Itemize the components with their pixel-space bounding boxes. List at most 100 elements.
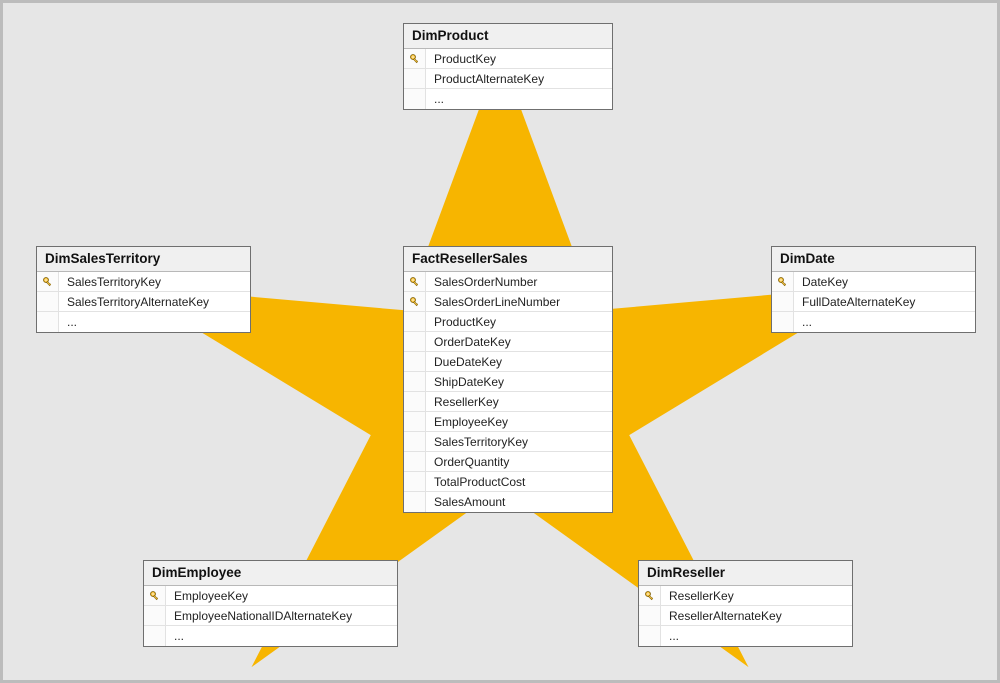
column-label: ... [794, 312, 975, 332]
table-row[interactable]: ResellerKey [404, 392, 612, 412]
row-icon-cell [772, 312, 794, 332]
column-label: ... [426, 89, 612, 109]
table-row[interactable]: ResellerAlternateKey [639, 606, 852, 626]
table-row[interactable]: SalesTerritoryAlternateKey [37, 292, 250, 312]
column-label: OrderDateKey [426, 332, 612, 352]
column-label: ResellerKey [426, 392, 612, 412]
table-row[interactable]: SalesOrderNumber [404, 272, 612, 292]
table-row[interactable]: ProductKey [404, 49, 612, 69]
row-icon-cell [37, 292, 59, 311]
table-row[interactable]: ... [144, 626, 397, 646]
row-icon-cell [404, 272, 426, 291]
column-label: SalesTerritoryKey [426, 432, 612, 452]
primary-key-icon [149, 590, 161, 602]
table-body: DateKeyFullDateAlternateKey... [772, 272, 975, 332]
column-label: ProductKey [426, 49, 612, 69]
row-icon-cell [404, 89, 426, 109]
primary-key-icon [409, 296, 421, 308]
table-fact-reseller-sales[interactable]: FactResellerSales SalesOrderNumber Sales… [403, 246, 613, 513]
row-icon-cell [144, 626, 166, 646]
row-icon-cell [404, 432, 426, 451]
column-label: EmployeeNationalIDAlternateKey [166, 606, 397, 626]
row-icon-cell [404, 312, 426, 331]
row-icon-cell [639, 606, 661, 625]
table-title: DimReseller [647, 565, 725, 580]
column-label: ProductKey [426, 312, 612, 332]
table-title: DimSalesTerritory [45, 251, 160, 266]
row-icon-cell [639, 626, 661, 646]
table-row[interactable]: ProductKey [404, 312, 612, 332]
table-row[interactable]: EmployeeNationalIDAlternateKey [144, 606, 397, 626]
table-row[interactable]: TotalProductCost [404, 472, 612, 492]
column-label: SalesOrderLineNumber [426, 292, 612, 312]
table-header: DimDate [772, 247, 975, 272]
row-icon-cell [404, 392, 426, 411]
table-row[interactable]: ... [772, 312, 975, 332]
table-row[interactable]: SalesTerritoryKey [37, 272, 250, 292]
column-label: SalesAmount [426, 492, 612, 512]
row-icon-cell [772, 272, 794, 291]
primary-key-icon [644, 590, 656, 602]
table-row[interactable]: SalesTerritoryKey [404, 432, 612, 452]
table-dim-employee[interactable]: DimEmployee EmployeeKeyEmployeeNationalI… [143, 560, 398, 647]
column-label: SalesTerritoryKey [59, 272, 250, 292]
table-header: DimEmployee [144, 561, 397, 586]
row-icon-cell [404, 352, 426, 371]
primary-key-icon [777, 276, 789, 288]
column-label: ResellerKey [661, 586, 852, 606]
row-icon-cell [404, 332, 426, 351]
column-label: ... [59, 312, 250, 332]
row-icon-cell [144, 586, 166, 605]
column-label: TotalProductCost [426, 472, 612, 492]
table-row[interactable]: ProductAlternateKey [404, 69, 612, 89]
table-row[interactable]: SalesAmount [404, 492, 612, 512]
table-title: DimDate [780, 251, 835, 266]
column-label: OrderQuantity [426, 452, 612, 472]
row-icon-cell [404, 472, 426, 491]
row-icon-cell [144, 606, 166, 625]
table-header: DimReseller [639, 561, 852, 586]
table-row[interactable]: ... [639, 626, 852, 646]
column-label: DueDateKey [426, 352, 612, 372]
table-row[interactable]: OrderDateKey [404, 332, 612, 352]
table-body: EmployeeKeyEmployeeNationalIDAlternateKe… [144, 586, 397, 646]
column-label: SalesOrderNumber [426, 272, 612, 292]
table-body: ResellerKeyResellerAlternateKey... [639, 586, 852, 646]
row-icon-cell [37, 272, 59, 291]
row-icon-cell [404, 292, 426, 311]
table-header: DimSalesTerritory [37, 247, 250, 272]
table-row[interactable]: ... [404, 89, 612, 109]
row-icon-cell [404, 69, 426, 88]
table-dim-reseller[interactable]: DimReseller ResellerKeyResellerAlternate… [638, 560, 853, 647]
table-row[interactable]: ResellerKey [639, 586, 852, 606]
table-row[interactable]: ShipDateKey [404, 372, 612, 392]
primary-key-icon [409, 276, 421, 288]
row-icon-cell [639, 586, 661, 605]
column-label: ProductAlternateKey [426, 69, 612, 89]
table-row[interactable]: SalesOrderLineNumber [404, 292, 612, 312]
table-row[interactable]: DateKey [772, 272, 975, 292]
table-dim-sales-territory[interactable]: DimSalesTerritory SalesTerritoryKeySales… [36, 246, 251, 333]
column-label: DateKey [794, 272, 975, 292]
table-row[interactable]: EmployeeKey [144, 586, 397, 606]
table-dim-date[interactable]: DimDate DateKeyFullDateAlternateKey... [771, 246, 976, 333]
primary-key-icon [409, 53, 421, 65]
table-header: FactResellerSales [404, 247, 612, 272]
row-icon-cell [37, 312, 59, 332]
table-row[interactable]: OrderQuantity [404, 452, 612, 472]
column-label: ... [661, 626, 852, 646]
table-row[interactable]: FullDateAlternateKey [772, 292, 975, 312]
column-label: ... [166, 626, 397, 646]
column-label: EmployeeKey [426, 412, 612, 432]
table-row[interactable]: EmployeeKey [404, 412, 612, 432]
row-icon-cell [404, 452, 426, 471]
table-dim-product[interactable]: DimProduct ProductKeyProductAlternateKey… [403, 23, 613, 110]
table-body: ProductKeyProductAlternateKey... [404, 49, 612, 109]
table-title: FactResellerSales [412, 251, 528, 266]
row-icon-cell [404, 49, 426, 68]
primary-key-icon [42, 276, 54, 288]
column-label: FullDateAlternateKey [794, 292, 975, 312]
column-label: ShipDateKey [426, 372, 612, 392]
table-row[interactable]: DueDateKey [404, 352, 612, 372]
table-row[interactable]: ... [37, 312, 250, 332]
